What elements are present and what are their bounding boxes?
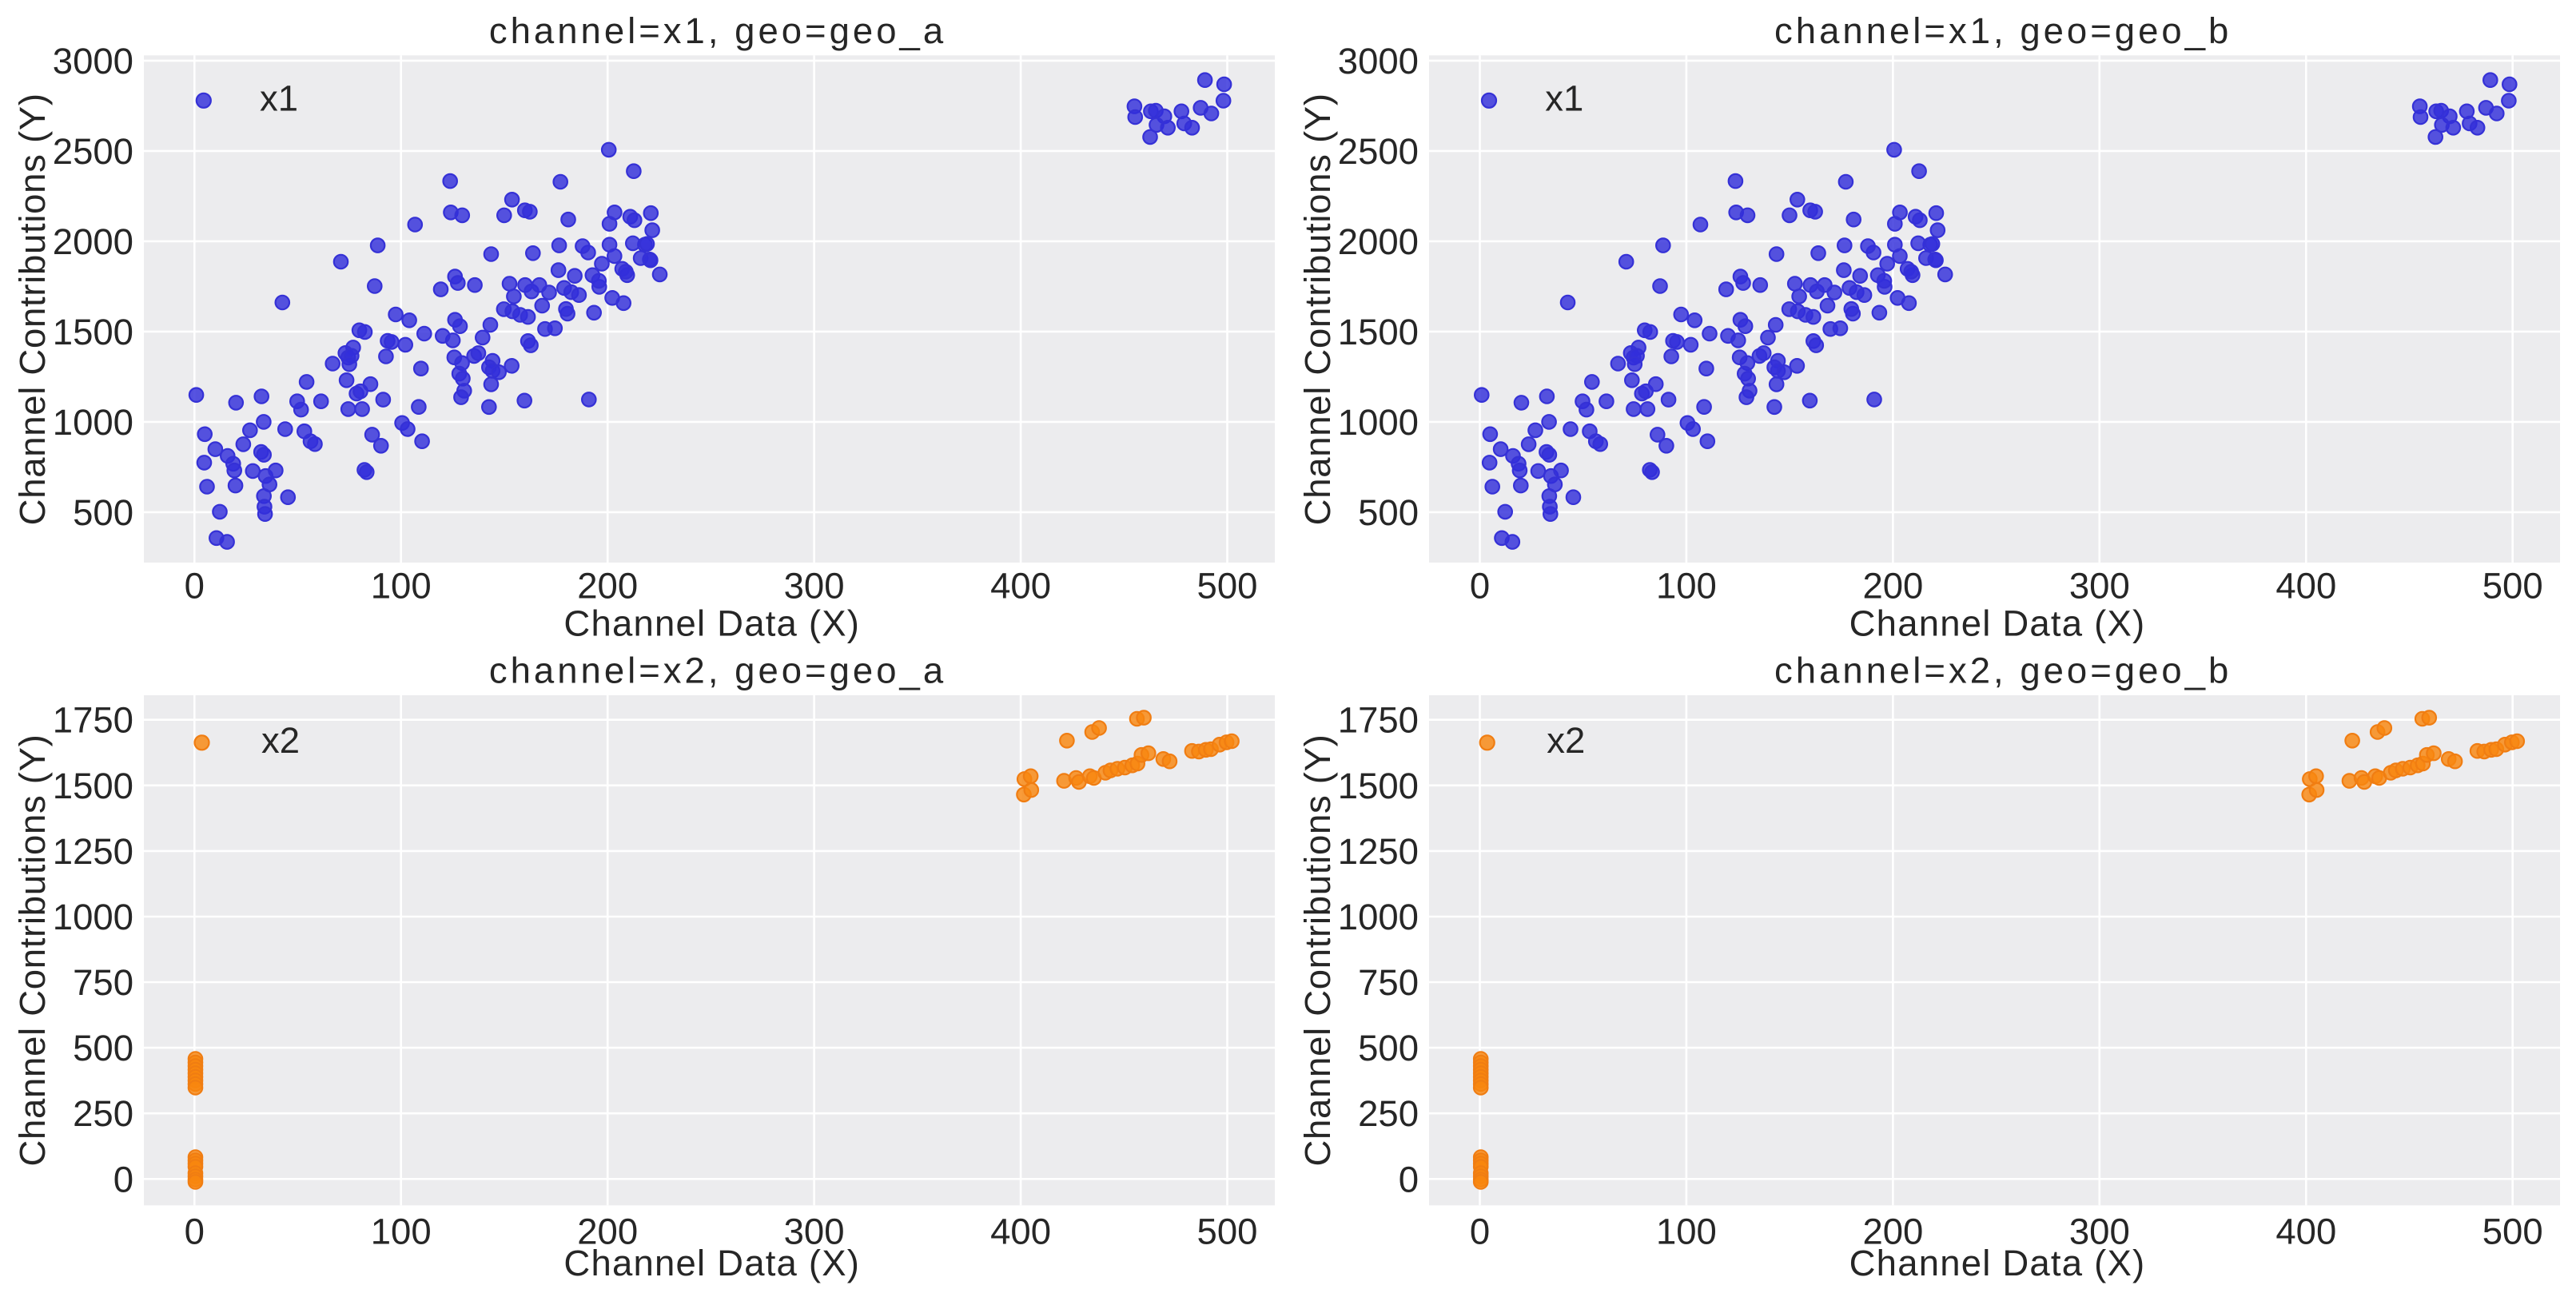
svg-text:300: 300 <box>2069 566 2130 607</box>
svg-text:1500: 1500 <box>53 312 133 352</box>
svg-text:Channel Contributions (Y): Channel Contributions (Y) <box>1297 734 1338 1166</box>
svg-text:0: 0 <box>1470 1211 1490 1252</box>
svg-text:400: 400 <box>990 566 1051 607</box>
svg-text:Channel Contributions (Y): Channel Contributions (Y) <box>1297 93 1338 525</box>
svg-text:1500: 1500 <box>1338 312 1419 352</box>
svg-text:500: 500 <box>1197 1211 1258 1252</box>
svg-text:2500: 2500 <box>1338 131 1419 172</box>
svg-text:x2: x2 <box>261 720 300 761</box>
svg-text:x1: x1 <box>1545 78 1583 119</box>
svg-text:500: 500 <box>2482 1211 2543 1252</box>
svg-text:0: 0 <box>185 1211 205 1252</box>
svg-text:400: 400 <box>990 1211 1051 1252</box>
svg-text:500: 500 <box>1358 1028 1419 1068</box>
svg-text:400: 400 <box>2275 1211 2336 1252</box>
svg-text:200: 200 <box>1862 1211 1923 1252</box>
svg-text:x1: x1 <box>260 78 298 119</box>
svg-text:300: 300 <box>2069 1211 2130 1252</box>
svg-text:500: 500 <box>73 492 133 533</box>
svg-text:Channel Data (X): Channel Data (X) <box>563 1243 860 1283</box>
svg-text:200: 200 <box>577 566 638 607</box>
svg-text:250: 250 <box>73 1093 133 1134</box>
svg-text:channel=x2, geo=geo_a: channel=x2, geo=geo_a <box>489 650 946 691</box>
svg-text:3000: 3000 <box>53 41 133 82</box>
svg-text:3000: 3000 <box>1338 41 1419 82</box>
svg-text:channel=x1, geo=geo_a: channel=x1, geo=geo_a <box>489 10 946 51</box>
svg-text:100: 100 <box>371 566 432 607</box>
svg-text:100: 100 <box>1656 1211 1717 1252</box>
svg-text:Channel Contributions (Y): Channel Contributions (Y) <box>12 93 53 525</box>
svg-text:200: 200 <box>1862 566 1923 607</box>
svg-text:100: 100 <box>1656 566 1717 607</box>
svg-text:1500: 1500 <box>1338 766 1419 806</box>
svg-text:1000: 1000 <box>53 402 133 443</box>
svg-text:200: 200 <box>577 1211 638 1252</box>
svg-text:500: 500 <box>2482 566 2543 607</box>
svg-text:1000: 1000 <box>1338 402 1419 443</box>
svg-text:2500: 2500 <box>53 131 133 172</box>
svg-text:0: 0 <box>1399 1159 1419 1200</box>
svg-text:1250: 1250 <box>53 831 133 872</box>
svg-text:channel=x2, geo=geo_b: channel=x2, geo=geo_b <box>1774 650 2232 691</box>
svg-text:300: 300 <box>784 566 845 607</box>
svg-text:Channel Data (X): Channel Data (X) <box>1849 603 2146 644</box>
svg-text:0: 0 <box>113 1159 133 1200</box>
svg-text:400: 400 <box>2275 566 2336 607</box>
svg-text:500: 500 <box>1197 566 1258 607</box>
svg-text:Channel Contributions (Y): Channel Contributions (Y) <box>12 734 53 1166</box>
svg-text:1500: 1500 <box>53 766 133 806</box>
svg-text:1250: 1250 <box>1338 831 1419 872</box>
svg-text:1750: 1750 <box>1338 700 1419 741</box>
svg-text:Channel Data (X): Channel Data (X) <box>1849 1243 2146 1283</box>
svg-text:1750: 1750 <box>53 700 133 741</box>
svg-text:250: 250 <box>1358 1093 1419 1134</box>
svg-text:x2: x2 <box>1547 720 1585 761</box>
svg-text:Channel Data (X): Channel Data (X) <box>563 603 860 644</box>
svg-text:2000: 2000 <box>1338 221 1419 262</box>
svg-text:channel=x1, geo=geo_b: channel=x1, geo=geo_b <box>1774 10 2232 51</box>
svg-text:500: 500 <box>73 1028 133 1068</box>
svg-text:2000: 2000 <box>53 221 133 262</box>
svg-text:100: 100 <box>371 1211 432 1252</box>
svg-text:750: 750 <box>1358 962 1419 1003</box>
svg-text:300: 300 <box>784 1211 845 1252</box>
svg-text:0: 0 <box>1470 566 1490 607</box>
svg-text:500: 500 <box>1358 492 1419 533</box>
svg-text:750: 750 <box>73 962 133 1003</box>
svg-text:0: 0 <box>185 566 205 607</box>
svg-text:1000: 1000 <box>1338 897 1419 937</box>
svg-text:1000: 1000 <box>53 897 133 937</box>
